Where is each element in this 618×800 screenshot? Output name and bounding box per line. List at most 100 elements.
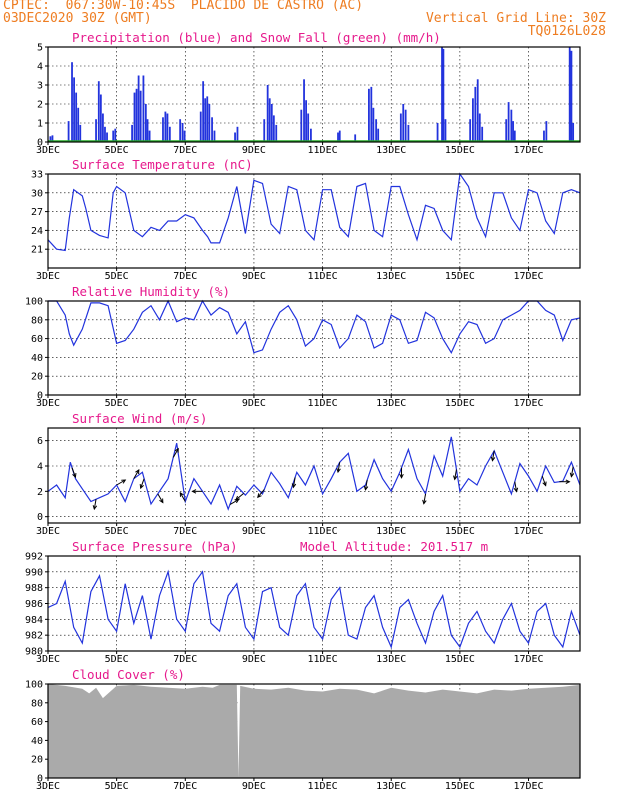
panel-title: Cloud Cover (%) bbox=[72, 667, 185, 682]
y-tick-label: 0 bbox=[37, 391, 43, 402]
precip-bar bbox=[481, 126, 484, 142]
precip-bar bbox=[137, 75, 140, 142]
precip-bar bbox=[474, 86, 477, 142]
panel-wind: 0 2 4 6 3DEC 5DEC 7DEC 9DEC 11DEC 13DEC 15DEC 17DEC… bbox=[36, 411, 581, 537]
precip-bar bbox=[338, 130, 341, 142]
y-tick-label: 6 bbox=[37, 436, 43, 447]
y-tick-label: 100 bbox=[25, 680, 43, 691]
wind-arrow-head bbox=[174, 447, 179, 453]
precip-bar bbox=[375, 119, 378, 142]
wind-arrow-shaft bbox=[491, 450, 495, 461]
precip-bar bbox=[67, 121, 70, 142]
precip-bar bbox=[436, 123, 439, 142]
x-tick-label: 5DEC bbox=[105, 781, 129, 792]
precip-bar bbox=[377, 128, 380, 142]
cloud-area bbox=[48, 684, 580, 778]
precip-bar bbox=[310, 128, 312, 142]
precip-bar bbox=[512, 121, 514, 142]
precip-bar bbox=[133, 92, 136, 142]
x-tick-label: 3DEC bbox=[36, 526, 60, 537]
precip-bar bbox=[202, 81, 205, 142]
precip-bar bbox=[97, 81, 100, 142]
precip-bar bbox=[146, 119, 149, 142]
precip-bar bbox=[510, 109, 513, 142]
wind-arrow-shaft bbox=[229, 499, 239, 505]
x-tick-label: 13DEC bbox=[376, 398, 406, 409]
header-grid-line: Vertical Grid Line: 30Z bbox=[425, 11, 606, 26]
x-tick-label: 3DEC bbox=[36, 781, 60, 792]
panel-temp: 21 24 27 30 33 3DEC 5DEC 7DEC 9DEC 11DEC 13DEC 15DE… bbox=[31, 157, 581, 282]
x-tick-label: 15DEC bbox=[445, 271, 475, 282]
wind-arrow bbox=[490, 450, 496, 462]
y-tick-label: 80 bbox=[31, 698, 43, 709]
y-tick-label: 24 bbox=[31, 226, 43, 237]
y-tick-label: 27 bbox=[31, 207, 43, 218]
wind-arrow-shaft bbox=[93, 499, 97, 510]
wind-arrow-shaft bbox=[235, 492, 244, 501]
wind-arrow bbox=[363, 479, 369, 491]
wind-arrow bbox=[92, 499, 98, 511]
y-tick-label: 980 bbox=[25, 647, 43, 658]
panel-title: Surface Temperature (nC) bbox=[72, 157, 253, 172]
precip-bar bbox=[570, 50, 573, 142]
precip-bar bbox=[166, 113, 169, 142]
wind-arrow-head bbox=[336, 468, 341, 474]
wind-arrow-head bbox=[72, 473, 77, 479]
precip-bar bbox=[444, 119, 447, 142]
precip-bar bbox=[305, 100, 308, 142]
wind-arrow bbox=[179, 491, 186, 502]
x-tick-label: 15DEC bbox=[445, 145, 475, 156]
precip-bar bbox=[211, 117, 213, 142]
x-tick-label: 9DEC bbox=[242, 271, 266, 282]
panel-title: Surface Wind (m/s) bbox=[72, 411, 207, 426]
precip-bar bbox=[106, 132, 108, 142]
x-tick-label: 11DEC bbox=[308, 781, 338, 792]
precip-bar bbox=[478, 113, 481, 142]
precip-bar bbox=[300, 109, 303, 142]
precip-bar bbox=[370, 86, 373, 142]
x-tick-label: 9DEC bbox=[242, 654, 266, 665]
panel-subtitle: Model Altitude: 201.517 m bbox=[300, 539, 488, 554]
x-tick-label: 7DEC bbox=[173, 145, 197, 156]
wind-arrow-head bbox=[257, 493, 262, 499]
precip-bar bbox=[213, 130, 216, 142]
y-tick-label: 0 bbox=[37, 138, 43, 149]
precip-bar bbox=[73, 77, 75, 142]
panel-pressure: 980 982 984 986 988 990 992 3DEC 5DEC 7DEC 9DEC 11D… bbox=[25, 539, 581, 665]
precip-bar bbox=[162, 117, 164, 142]
wind-arrow-shaft bbox=[292, 477, 296, 488]
precip-bar bbox=[112, 130, 115, 142]
wind-arrow-shaft bbox=[570, 466, 574, 477]
panel-title: Relative Humidity (%) bbox=[72, 284, 230, 299]
wind-arrow bbox=[291, 477, 297, 489]
wind-arrow-head bbox=[565, 479, 571, 484]
y-tick-label: 988 bbox=[25, 583, 43, 594]
precip-bar bbox=[263, 119, 266, 142]
wind-arrow-shaft bbox=[423, 493, 427, 504]
precip-bar bbox=[181, 123, 184, 142]
precip-bar bbox=[572, 123, 575, 142]
precip-bar bbox=[206, 96, 209, 142]
y-tick-label: 0 bbox=[37, 774, 43, 785]
wind-arrow-head bbox=[542, 481, 547, 487]
y-tick-label: 990 bbox=[25, 567, 43, 578]
wind-arrow-head bbox=[490, 456, 496, 462]
precip-bar bbox=[183, 130, 186, 142]
precip-bar bbox=[104, 126, 106, 142]
x-tick-label: 13DEC bbox=[376, 271, 406, 282]
precip-bar bbox=[270, 104, 273, 142]
series-rh bbox=[48, 299, 581, 354]
x-tick-label: 3DEC bbox=[36, 145, 60, 156]
y-tick-label: 0 bbox=[37, 512, 43, 523]
x-tick-label: 3DEC bbox=[36, 654, 60, 665]
x-tick-label: 17DEC bbox=[513, 781, 543, 792]
x-tick-label: 9DEC bbox=[242, 781, 266, 792]
precip-bar bbox=[139, 90, 142, 142]
panel-precip: 0 1 2 3 4 5 3DEC 5DEC 7DEC 9DEC 11DEC 13DEC 15DEC 17D… bbox=[36, 30, 581, 156]
precip-bar bbox=[71, 62, 73, 143]
wind-arrow-shaft bbox=[541, 475, 547, 486]
precip-bar bbox=[268, 98, 271, 142]
y-tick-label: 3 bbox=[37, 81, 43, 92]
plot-frame bbox=[47, 427, 581, 524]
